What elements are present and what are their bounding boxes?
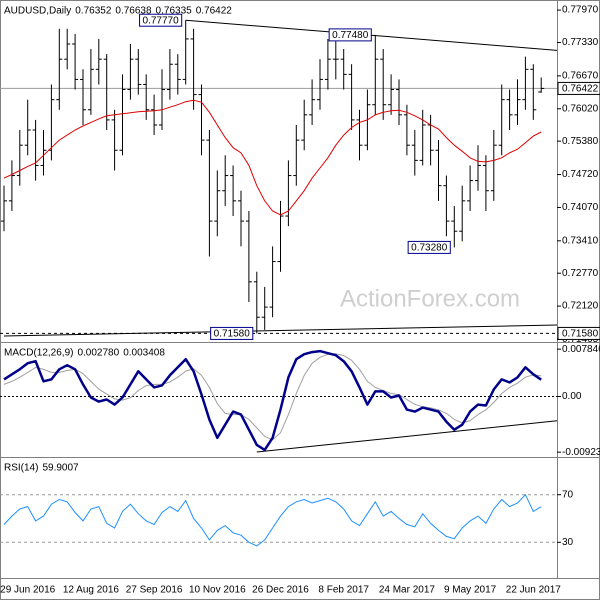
x-tick-label: 22 Jun 2017 <box>506 585 561 596</box>
annotation-label: 0.73280 <box>411 243 448 254</box>
x-tick-label: 24 Mar 2017 <box>379 585 436 596</box>
y-tick-label: 0.72770 <box>562 268 599 279</box>
x-tick-label: 29 Jun 2016 <box>0 585 55 596</box>
readout-value: 0.003408 <box>123 348 165 359</box>
x-tick-label: 12 Aug 2016 <box>63 585 120 596</box>
price-marker-label: 0.76422 <box>562 84 599 95</box>
y-tick-label: 0.74720 <box>562 169 599 180</box>
annotation-label: 0.71580 <box>214 329 251 340</box>
annotation-box <box>210 326 254 340</box>
y-tick-label: 0.00 <box>562 391 582 402</box>
panel-title: MACD(12,26,9) <box>4 348 73 359</box>
y-tick-label: 0.74070 <box>562 202 599 213</box>
y-tick-label: 70 <box>562 489 574 500</box>
panel-title: AUDUSD,Daily <box>4 6 71 17</box>
y-tick-label: 30 <box>562 537 574 548</box>
y-tick-label: 0.007846 <box>562 344 600 355</box>
price-marker-box <box>557 81 600 95</box>
trendline <box>3 324 558 337</box>
y-tick-label: 0.76670 <box>562 71 599 82</box>
panel-title: RSI(14) <box>4 463 38 474</box>
trendline <box>256 420 558 453</box>
y-tick-label: 0.75380 <box>562 136 599 147</box>
moving-average <box>3 99 542 216</box>
watermark: ActionForex.com <box>340 285 520 312</box>
x-tick-label: 10 Nov 2016 <box>189 585 246 596</box>
x-tick-label: 8 Feb 2017 <box>318 585 369 596</box>
annotation-label: 0.77770 <box>143 15 180 26</box>
readout-value: 0.76638 <box>115 6 152 17</box>
y-tick-label: 0.77970 <box>562 5 599 16</box>
y-tick-label: -0.00923 <box>562 447 600 458</box>
annotation-box <box>139 13 183 27</box>
y-tick-label: 0.77330 <box>562 37 599 48</box>
annotation-box <box>407 240 451 254</box>
readout-value: 59.9007 <box>42 463 79 474</box>
y-tick-label: 0.73410 <box>562 235 599 246</box>
rsi-line <box>3 493 542 547</box>
readout-value: 0.76335 <box>156 6 193 17</box>
x-tick-label: 9 May 2017 <box>444 585 497 596</box>
y-tick-label: 0.72120 <box>562 301 599 312</box>
price-marker-label: 0.71580 <box>562 329 599 340</box>
readout-value: 0.76422 <box>196 6 233 17</box>
readout-value: 0.76352 <box>75 6 112 17</box>
y-tick-label: 0.76020 <box>562 103 599 114</box>
price-marker-box <box>557 326 600 340</box>
readout-value: 0.002780 <box>77 348 119 359</box>
x-tick-label: 27 Sep 2016 <box>126 585 183 596</box>
annotation-box <box>328 28 372 42</box>
annotation-label: 0.77480 <box>332 30 369 41</box>
macd-line <box>3 349 542 452</box>
x-tick-label: 26 Dec 2016 <box>252 585 309 596</box>
